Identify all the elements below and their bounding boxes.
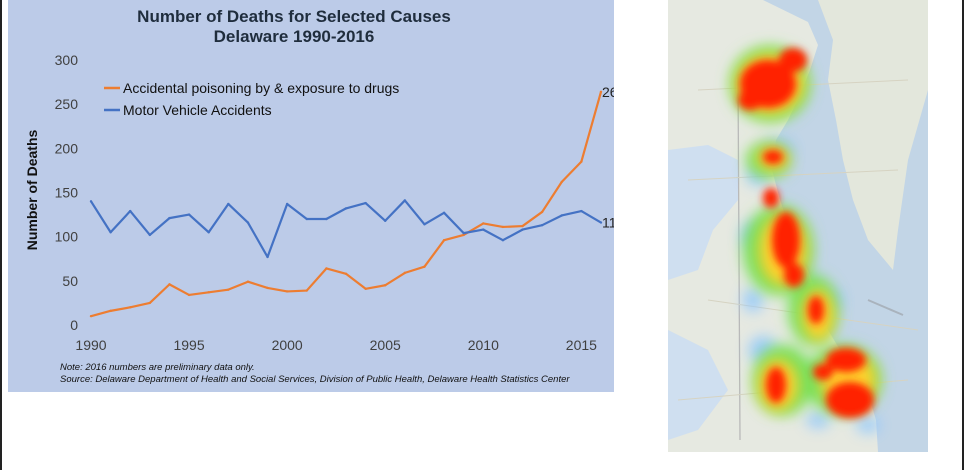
data-point bbox=[599, 90, 603, 94]
data-point bbox=[540, 223, 544, 227]
chart-note: Note: 2016 numbers are preliminary data … bbox=[60, 362, 255, 373]
data-point bbox=[442, 239, 446, 242]
y-tick-label: 0 bbox=[70, 317, 78, 333]
y-axis-label: Number of Deaths bbox=[24, 130, 40, 251]
delaware-heat-map bbox=[668, 0, 928, 452]
end-value-label: 116 bbox=[602, 215, 614, 231]
x-tick-label: 2010 bbox=[468, 337, 499, 353]
series-line-0 bbox=[90, 91, 603, 318]
data-point bbox=[521, 228, 524, 231]
data-point bbox=[89, 200, 93, 203]
chart-title: Number of Deaths for Selected Causes bbox=[137, 7, 451, 26]
line-chart: Number of Deaths for Selected Causes Del… bbox=[24, 7, 626, 385]
data-point bbox=[109, 231, 112, 234]
x-tick-label: 1990 bbox=[75, 337, 106, 353]
data-point bbox=[285, 202, 289, 206]
data-point bbox=[501, 239, 505, 242]
data-point bbox=[482, 228, 485, 231]
data-point bbox=[109, 309, 112, 313]
legend: Accidental poisoning by & exposure to dr… bbox=[104, 80, 399, 118]
data-point bbox=[364, 201, 367, 205]
x-tick-label: 2005 bbox=[370, 337, 401, 353]
data-point bbox=[403, 271, 407, 275]
data-point bbox=[246, 280, 250, 283]
x-tick-label: 2000 bbox=[272, 337, 303, 353]
y-tick-label: 150 bbox=[55, 185, 79, 201]
data-point bbox=[384, 219, 387, 222]
data-point bbox=[599, 221, 603, 224]
end-value-label: 264 bbox=[602, 84, 614, 100]
data-point bbox=[246, 221, 250, 224]
data-point bbox=[423, 223, 426, 226]
y-tick-label: 50 bbox=[62, 273, 78, 289]
data-point bbox=[207, 291, 210, 294]
x-tick-label: 1995 bbox=[173, 337, 204, 353]
data-point bbox=[305, 217, 308, 221]
chart-subtitle: Delaware 1990-2016 bbox=[214, 27, 375, 46]
data-point bbox=[384, 284, 387, 287]
data-point bbox=[364, 287, 367, 290]
data-point bbox=[403, 199, 407, 202]
legend-entry: Accidental poisoning by & exposure to dr… bbox=[123, 80, 399, 96]
data-point bbox=[501, 225, 505, 229]
data-point bbox=[305, 289, 308, 292]
left-border bbox=[0, 0, 2, 470]
data-point bbox=[344, 207, 348, 210]
axes: 0 50 100 150 200 250 300 1990 1995 2000 2005 2010 20… bbox=[55, 52, 598, 353]
data-point bbox=[442, 211, 446, 215]
data-point bbox=[540, 210, 544, 214]
data-point bbox=[580, 160, 583, 163]
data-point bbox=[462, 231, 465, 235]
data-point bbox=[168, 216, 171, 220]
data-point bbox=[187, 293, 191, 297]
data-point bbox=[423, 265, 426, 268]
data-point bbox=[266, 255, 269, 259]
right-border bbox=[962, 0, 964, 470]
data-point bbox=[207, 231, 210, 234]
data-point bbox=[344, 272, 348, 275]
data-point bbox=[168, 283, 171, 286]
data-point bbox=[227, 202, 230, 206]
heat-map bbox=[668, 0, 928, 452]
y-tick-label: 100 bbox=[55, 229, 79, 245]
legend-entry: Motor Vehicle Accidents bbox=[123, 102, 272, 118]
data-point bbox=[482, 222, 485, 225]
data-point bbox=[148, 233, 152, 237]
data-point bbox=[129, 306, 132, 309]
data-point bbox=[89, 314, 93, 318]
data-point bbox=[325, 267, 328, 270]
data-point bbox=[187, 213, 191, 216]
series-layer: 264 116 bbox=[89, 84, 626, 318]
data-point bbox=[325, 217, 328, 221]
data-point bbox=[148, 301, 152, 305]
data-point bbox=[129, 209, 132, 213]
chart-panel: Number of Deaths for Selected Causes Del… bbox=[8, 0, 626, 392]
y-tick-label: 200 bbox=[55, 140, 79, 156]
data-point bbox=[521, 224, 524, 228]
x-tick-label: 2015 bbox=[566, 337, 597, 353]
data-point bbox=[285, 290, 289, 293]
data-point bbox=[560, 180, 563, 184]
y-tick-label: 250 bbox=[55, 96, 79, 112]
data-point bbox=[266, 286, 269, 290]
data-point bbox=[462, 233, 465, 237]
chart-source: Source: Delaware Department of Health an… bbox=[60, 374, 570, 385]
data-point bbox=[227, 288, 230, 291]
y-tick-label: 300 bbox=[55, 52, 79, 68]
data-point bbox=[560, 214, 563, 217]
data-point bbox=[580, 209, 583, 213]
